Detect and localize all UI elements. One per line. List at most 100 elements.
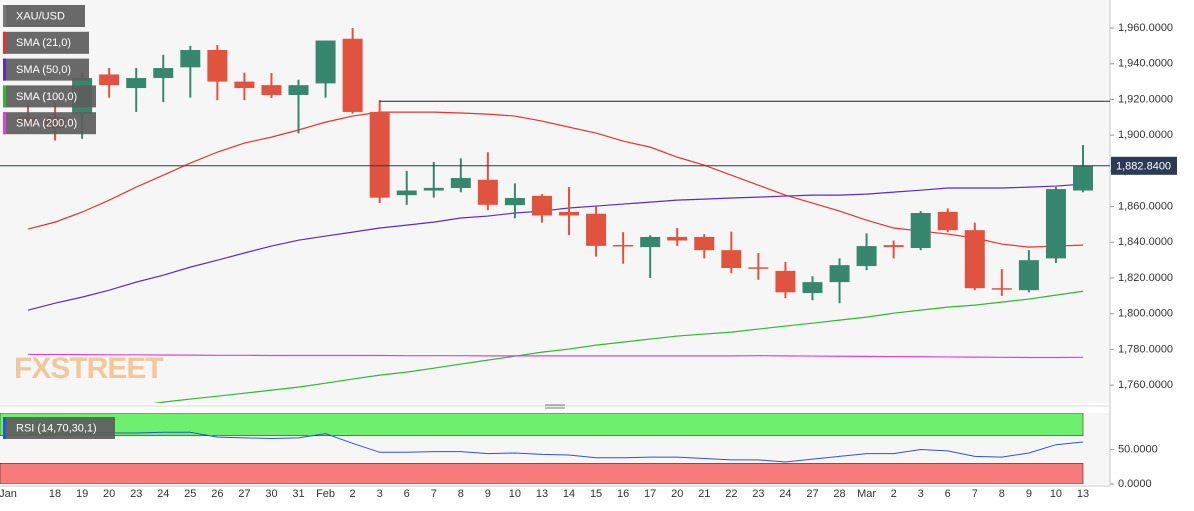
- legend-box: [3, 58, 89, 81]
- x-tick-label: 24: [157, 488, 169, 500]
- candle-body: [180, 49, 201, 68]
- x-tick-label: 28: [833, 488, 845, 500]
- x-tick-label: 23: [130, 488, 142, 500]
- x-tick-label: 2: [350, 488, 356, 500]
- overbought-zone: [0, 413, 1084, 437]
- y-tick-label: 1,940.0000: [1118, 58, 1173, 70]
- legend-box: [3, 85, 96, 108]
- candle-body: [586, 213, 607, 246]
- legend-swatch: [3, 31, 6, 54]
- candle-body: [1018, 260, 1039, 291]
- candle-body: [856, 246, 877, 267]
- x-tick-label: 8: [458, 488, 464, 500]
- candle-body: [883, 245, 904, 248]
- candle-body: [423, 187, 444, 191]
- legend-swatch: [3, 5, 6, 27]
- last-price-box: [1111, 156, 1177, 175]
- candle-body: [937, 211, 958, 231]
- legend-swatch: [3, 112, 6, 135]
- candle-body: [153, 68, 174, 79]
- legend-box: [3, 31, 89, 54]
- candle-body: [288, 85, 309, 95]
- legend-label: SMA (50,0): [16, 64, 71, 76]
- candle-body: [450, 178, 471, 189]
- x-tick-label: 26: [211, 488, 223, 500]
- x-tick-label: 7: [431, 488, 437, 500]
- candle-body: [315, 40, 336, 84]
- price-plot-area: [0, 0, 1110, 403]
- candle-body: [775, 270, 796, 293]
- y-tick-label: 1,820.0000: [1118, 272, 1173, 284]
- x-tick-label: 14: [563, 488, 575, 500]
- candle-body: [1045, 189, 1066, 259]
- x-tick-label: 2: [891, 488, 897, 500]
- y-tick-label: 1,860.0000: [1118, 200, 1173, 212]
- legend-box: [3, 417, 115, 439]
- x-tick-label: 21: [698, 488, 710, 500]
- x-tick-label: 9: [1026, 488, 1032, 500]
- oversold-zone: [0, 463, 1084, 484]
- x-tick-label: 10: [509, 488, 521, 500]
- candle-body: [342, 38, 363, 112]
- x-tick-label: Feb: [316, 488, 335, 500]
- legend-box: [3, 112, 96, 135]
- sma-line: [28, 353, 1084, 359]
- x-tick-label: 15: [590, 488, 602, 500]
- candle-body: [694, 236, 715, 251]
- legend-label: XAU/USD: [16, 10, 65, 22]
- legend-label: SMA (200,0): [16, 118, 77, 130]
- splitter-handle[interactable]: [545, 404, 565, 409]
- x-tick-label: 3: [377, 488, 383, 500]
- candle-body: [234, 81, 255, 89]
- x-tick-label: 19: [76, 488, 88, 500]
- candle-body: [531, 195, 552, 216]
- y-tick-label: 1,960.0000: [1118, 22, 1173, 34]
- x-tick-label: 30: [265, 488, 277, 500]
- candle-body: [396, 190, 417, 196]
- last-price-label: 1,882.8400: [1116, 161, 1171, 173]
- y-tick-label: 1,780.0000: [1118, 343, 1173, 355]
- y-tick-label: 1,840.0000: [1118, 236, 1173, 248]
- candle-body: [721, 250, 742, 269]
- candle-body: [829, 265, 850, 283]
- candle-body: [640, 236, 661, 248]
- candle-body: [207, 49, 228, 82]
- y-tick-label: 1,920.0000: [1118, 93, 1173, 105]
- x-tick-label: 13: [536, 488, 548, 500]
- candle-body: [369, 111, 390, 198]
- candle-body: [477, 179, 498, 205]
- x-tick-label: Jan: [0, 488, 17, 500]
- candle-body: [613, 244, 634, 247]
- legend-swatch: [3, 85, 6, 108]
- y-tick-label: 1,900.0000: [1118, 129, 1173, 141]
- legend-swatch: [3, 58, 6, 81]
- x-tick-label: 31: [292, 488, 304, 500]
- x-tick-label: 3: [918, 488, 924, 500]
- x-tick-label: 6: [404, 488, 410, 500]
- candle-body: [261, 85, 282, 95]
- x-tick-label: 20: [103, 488, 115, 500]
- legend-swatch: [3, 417, 6, 439]
- x-tick-label: 7: [972, 488, 978, 500]
- x-tick-label: 18: [49, 488, 61, 500]
- x-tick-label: 13: [1077, 488, 1089, 500]
- x-tick-label: 9: [485, 488, 491, 500]
- x-tick-label: 24: [779, 488, 791, 500]
- x-tick-label: 6: [945, 488, 951, 500]
- legend-label: RSI (14,70,30,1): [16, 422, 97, 434]
- watermark: FXSTREET: [14, 352, 163, 385]
- legend: XAU/USD SMA (21,0) SMA (50,0) SMA (100,0) SM…: [3, 5, 115, 439]
- candle-body: [667, 236, 688, 241]
- candle-body: [99, 74, 120, 86]
- rsi-panel: [0, 413, 1084, 484]
- x-tick-label: 22: [725, 488, 737, 500]
- candle-body: [748, 267, 769, 269]
- candle-body: [910, 213, 931, 249]
- y-tick-label: 50.0000: [1118, 443, 1158, 455]
- sma-line: [153, 290, 1084, 403]
- x-tick-label: 16: [617, 488, 629, 500]
- candle-body: [1073, 165, 1093, 191]
- sma-line: [27, 111, 1084, 248]
- y-tick-label: 1,800.0000: [1118, 308, 1173, 320]
